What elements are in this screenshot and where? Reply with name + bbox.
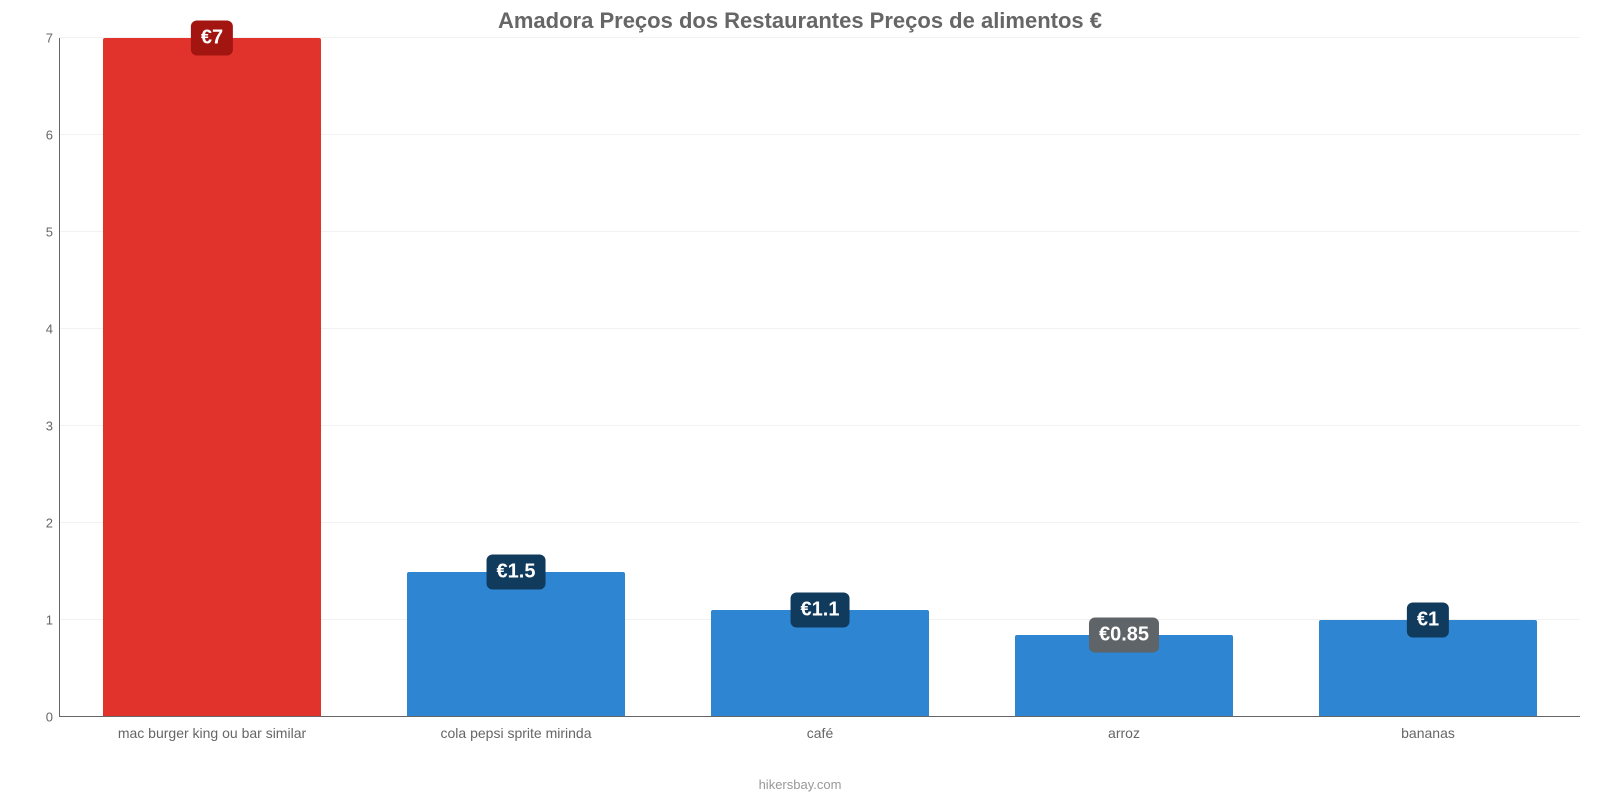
y-tick-label: 5	[46, 225, 53, 240]
bar-value-label: €1	[1407, 603, 1449, 638]
bar-slot: €0.85	[972, 38, 1276, 717]
x-axis: mac burger king ou bar similarcola pepsi…	[0, 717, 1600, 777]
bar-value-label: €7	[191, 21, 233, 56]
y-axis: 01234567	[20, 38, 60, 717]
plot-row: 01234567 €7€1.5€1.1€0.85€1	[0, 38, 1600, 717]
bar-slot: €1	[1276, 38, 1580, 717]
bars-container: €7 €1.5 €1.1 €0.85 €1	[60, 38, 1580, 717]
y-tick-label: 0	[46, 710, 53, 725]
bar-slot: €1.5	[364, 38, 668, 717]
y-tick-label: 2	[46, 516, 53, 531]
bar-value-label: €0.85	[1089, 617, 1159, 652]
attribution: hikersbay.com	[0, 777, 1600, 800]
y-tick-label: 3	[46, 419, 53, 434]
plot-area: €7 €1.5 €1.1 €0.85 €1	[60, 38, 1580, 717]
y-tick-label: 6	[46, 128, 53, 143]
x-axis-label: mac burger king ou bar similar	[60, 717, 364, 777]
bar: €1	[1319, 620, 1538, 717]
bar: €0.85	[1015, 635, 1234, 717]
x-axis-label: café	[668, 717, 972, 777]
bar: €1.1	[711, 610, 930, 717]
bar-value-label: €1.1	[791, 593, 850, 628]
x-baseline	[60, 716, 1580, 717]
bar: €1.5	[407, 572, 626, 718]
y-tick-label: 4	[46, 322, 53, 337]
x-axis-label: arroz	[972, 717, 1276, 777]
price-chart: Amadora Preços dos Restaurantes Preços d…	[0, 0, 1600, 800]
y-tick-label: 7	[46, 31, 53, 46]
chart-title: Amadora Preços dos Restaurantes Preços d…	[0, 0, 1600, 38]
bar-value-label: €1.5	[487, 554, 546, 589]
x-axis-label: bananas	[1276, 717, 1580, 777]
bar-slot: €7	[60, 38, 364, 717]
bar: €7	[103, 38, 322, 717]
bar-slot: €1.1	[668, 38, 972, 717]
y-tick-label: 1	[46, 613, 53, 628]
x-axis-label: cola pepsi sprite mirinda	[364, 717, 668, 777]
